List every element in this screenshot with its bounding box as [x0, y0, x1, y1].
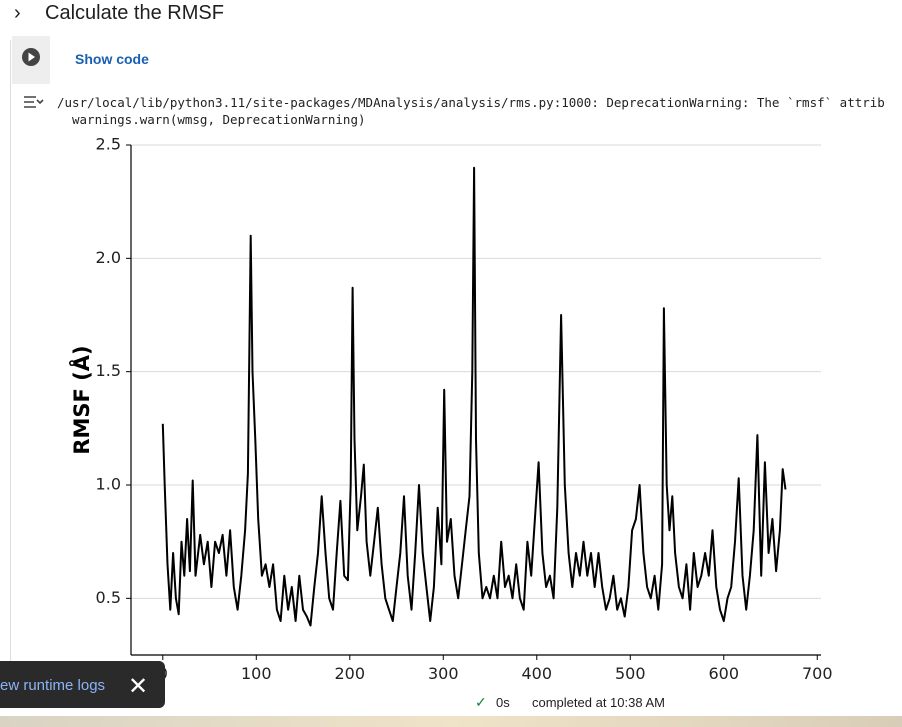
status-elapsed: 0s [496, 695, 510, 710]
show-code-link[interactable]: Show code [75, 51, 149, 67]
x-tick-label: 200 [335, 664, 366, 683]
run-button[interactable] [21, 47, 41, 67]
toast-link[interactable]: ew runtime logs [0, 677, 106, 694]
section-title: Calculate the RMSF [45, 2, 224, 24]
y-tick-label: 2.5 [96, 135, 121, 154]
status-completed: completed at 10:38 AM [532, 695, 665, 710]
x-tick-label: 400 [521, 664, 552, 683]
warning-line: /usr/local/lib/python3.11/site-packages/… [57, 95, 885, 110]
y-tick-label: 1.5 [96, 361, 121, 380]
y-tick-label: 1.0 [96, 475, 121, 494]
x-tick-label: 100 [241, 664, 272, 683]
toast [0, 661, 165, 708]
warning-line: warnings.warn(wmsg, DeprecationWarning) [72, 112, 366, 127]
x-tick-label: 300 [428, 664, 459, 683]
gutter-line [10, 40, 11, 690]
x-tick-label: 500 [615, 664, 646, 683]
y-tick-label: 0.5 [96, 588, 121, 607]
output-icon[interactable] [22, 94, 44, 110]
x-tick-label: 600 [708, 664, 739, 683]
rmsf-line [161, 166, 787, 627]
y-tick-label: 2.0 [96, 248, 121, 267]
y-axis-label: RMSF (Å) [69, 345, 94, 454]
toast-close[interactable]: ✕ [128, 673, 149, 700]
desktop-strip [0, 716, 902, 727]
status-check: ✓ [475, 694, 487, 710]
collapse-chevron[interactable]: › [14, 2, 21, 24]
x-tick-label: 700 [802, 664, 833, 683]
